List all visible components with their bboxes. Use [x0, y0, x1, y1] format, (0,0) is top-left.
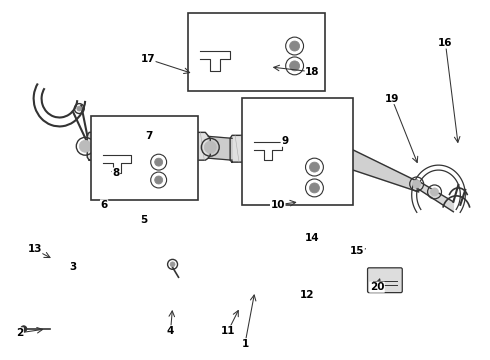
Circle shape [310, 162, 319, 172]
Text: 1: 1 [242, 339, 248, 349]
Text: 16: 16 [438, 38, 453, 48]
Text: 13: 13 [27, 244, 42, 255]
Circle shape [77, 106, 82, 111]
FancyBboxPatch shape [368, 268, 402, 293]
Circle shape [310, 183, 319, 193]
Circle shape [204, 141, 216, 153]
Circle shape [170, 262, 175, 267]
Circle shape [290, 41, 299, 51]
Bar [189, 13, 325, 91]
Polygon shape [87, 132, 210, 160]
Circle shape [290, 61, 299, 71]
Circle shape [79, 140, 91, 152]
Text: 20: 20 [370, 282, 384, 292]
Text: 11: 11 [221, 326, 235, 336]
Polygon shape [416, 180, 453, 212]
Text: 10: 10 [270, 200, 285, 210]
Bar [91, 116, 198, 200]
Text: 5: 5 [140, 215, 147, 225]
Text: 14: 14 [305, 233, 320, 243]
Polygon shape [208, 136, 232, 160]
Text: 12: 12 [300, 290, 315, 300]
Circle shape [431, 188, 439, 196]
Text: 9: 9 [281, 136, 288, 146]
Text: 4: 4 [167, 326, 174, 336]
Polygon shape [329, 138, 418, 192]
Circle shape [328, 146, 338, 156]
Circle shape [155, 176, 163, 184]
Text: 8: 8 [112, 168, 120, 178]
Text: 6: 6 [100, 200, 108, 210]
Polygon shape [230, 135, 331, 162]
Bar [242, 98, 353, 205]
Text: 7: 7 [145, 131, 152, 141]
Circle shape [413, 180, 420, 188]
Text: 15: 15 [350, 247, 365, 256]
Text: 18: 18 [305, 67, 320, 77]
Circle shape [21, 326, 26, 332]
Text: 19: 19 [385, 94, 399, 104]
Text: 3: 3 [70, 262, 77, 272]
Circle shape [155, 158, 163, 166]
Text: 2: 2 [16, 328, 24, 338]
Text: 17: 17 [141, 54, 155, 64]
